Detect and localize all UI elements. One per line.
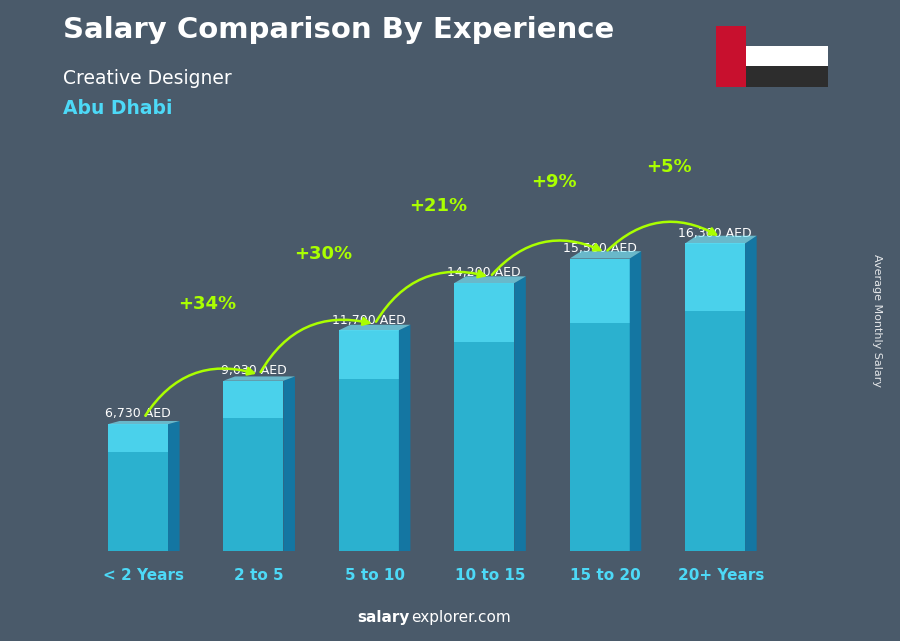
- Text: 16,300 AED: 16,300 AED: [679, 227, 752, 240]
- Text: 10 to 15: 10 to 15: [454, 568, 526, 583]
- Polygon shape: [223, 376, 295, 381]
- Text: Abu Dhabi: Abu Dhabi: [63, 99, 173, 119]
- Bar: [570, 258, 630, 323]
- Text: < 2 Years: < 2 Years: [104, 568, 184, 583]
- Bar: [685, 244, 745, 311]
- Bar: [339, 330, 399, 551]
- Bar: [223, 381, 284, 551]
- Bar: [108, 424, 168, 551]
- Bar: [716, 26, 746, 87]
- Bar: [716, 66, 828, 87]
- Polygon shape: [399, 325, 410, 551]
- Text: Salary Comparison By Experience: Salary Comparison By Experience: [63, 16, 614, 44]
- Text: +34%: +34%: [178, 295, 237, 313]
- Text: 5 to 10: 5 to 10: [345, 568, 405, 583]
- Text: 2 to 5: 2 to 5: [234, 568, 284, 583]
- Bar: [570, 258, 630, 551]
- Text: +9%: +9%: [531, 173, 576, 191]
- Polygon shape: [514, 276, 526, 551]
- Bar: [716, 46, 828, 66]
- Text: salary: salary: [357, 610, 410, 625]
- Bar: [454, 283, 514, 342]
- Text: +21%: +21%: [410, 197, 467, 215]
- Text: 6,730 AED: 6,730 AED: [105, 408, 171, 420]
- Polygon shape: [630, 251, 642, 551]
- Polygon shape: [745, 236, 757, 551]
- Text: 9,030 AED: 9,030 AED: [220, 364, 286, 377]
- Polygon shape: [685, 236, 757, 244]
- Bar: [108, 424, 168, 452]
- Text: 14,200 AED: 14,200 AED: [447, 267, 521, 279]
- Bar: [339, 330, 399, 379]
- Text: Creative Designer: Creative Designer: [63, 69, 232, 88]
- Text: +5%: +5%: [646, 158, 692, 176]
- Text: 15,500 AED: 15,500 AED: [562, 242, 636, 255]
- Polygon shape: [570, 251, 642, 258]
- Polygon shape: [284, 376, 295, 551]
- Text: Average Monthly Salary: Average Monthly Salary: [872, 254, 883, 387]
- Bar: [223, 381, 284, 418]
- Text: 20+ Years: 20+ Years: [678, 568, 764, 583]
- Text: 15 to 20: 15 to 20: [570, 568, 641, 583]
- Polygon shape: [108, 421, 180, 424]
- Text: 11,700 AED: 11,700 AED: [332, 313, 406, 327]
- Bar: [454, 283, 514, 551]
- Polygon shape: [339, 325, 410, 330]
- Bar: [685, 244, 745, 551]
- Text: +30%: +30%: [293, 245, 352, 263]
- Polygon shape: [454, 276, 526, 283]
- Polygon shape: [168, 421, 180, 551]
- Text: explorer.com: explorer.com: [411, 610, 511, 625]
